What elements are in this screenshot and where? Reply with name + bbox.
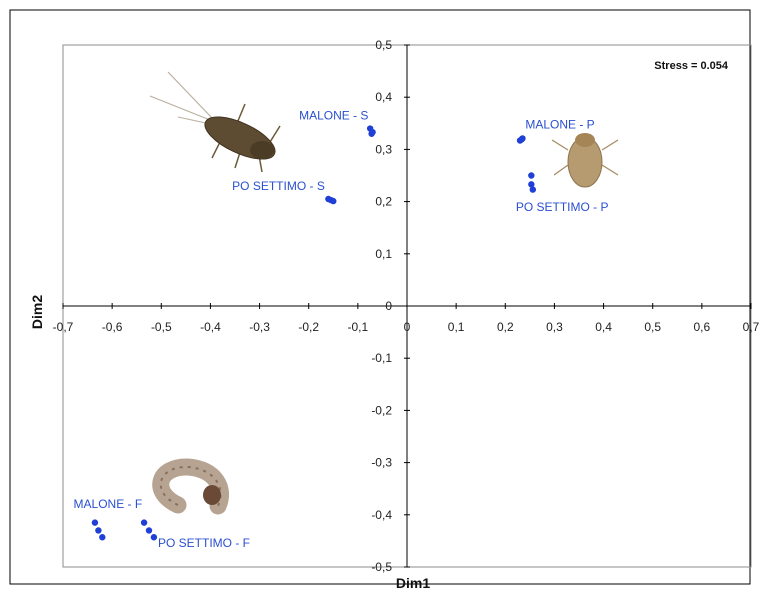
y-tick-label: 0,4 xyxy=(375,90,392,104)
data-point xyxy=(91,519,99,526)
x-tick-labels: -0,7 -0,6 -0,5 -0,4 -0,3 -0,2 -0,1 0 0,1 0,2 0,3 0,… xyxy=(53,303,760,334)
x-tick-label: -0,1 xyxy=(348,320,369,334)
y-tick-label: 0,5 xyxy=(375,38,392,52)
x-tick-label: -0,4 xyxy=(200,320,221,334)
data-point xyxy=(528,172,535,179)
y-tick-label: -0,5 xyxy=(371,560,392,574)
x-tick-label: 0,2 xyxy=(497,320,514,334)
group-label: MALONE - F xyxy=(74,497,143,511)
y-tick-label: 0,1 xyxy=(375,247,392,261)
group-label: PO SETTIMO - F xyxy=(158,536,250,550)
stonefly-nymph-icon xyxy=(149,71,281,173)
x-tick-label: -0,3 xyxy=(249,320,270,334)
y-tick-label: -0,2 xyxy=(371,403,392,417)
y-tick-labels: 0,5 0,4 0,3 0,2 0,1 0 -0,1 -0,2 -0,3 -0,4 -0,5 xyxy=(371,38,410,574)
data-point xyxy=(519,135,526,142)
data-point xyxy=(145,527,153,534)
data-point xyxy=(330,197,337,205)
data-point xyxy=(95,527,102,534)
y-tick-label: 0 xyxy=(385,299,392,313)
x-tick-label: 0,4 xyxy=(595,320,612,334)
y-tick-label: 0,2 xyxy=(375,195,392,209)
data-point xyxy=(529,186,537,193)
x-tick-label: 0,6 xyxy=(694,320,711,334)
data-point xyxy=(369,128,376,136)
x-tick-label: -0,2 xyxy=(298,320,319,334)
y-tick-label: -0,4 xyxy=(371,508,392,522)
group-labels: MALONE - S PO SETTIMO - S MALONE - P PO SET… xyxy=(74,108,609,550)
y-tick-label: 0,3 xyxy=(375,142,392,156)
caddisfly-larva-icon xyxy=(152,458,230,515)
data-points xyxy=(91,125,537,541)
group-label: PO SETTIMO - P xyxy=(516,200,609,214)
data-point xyxy=(99,534,106,541)
outer-frame xyxy=(9,9,751,585)
mayfly-nymph-icon xyxy=(551,133,619,188)
stress-annotation: Stress = 0.054 xyxy=(654,60,729,72)
group-label: PO SETTIMO - S xyxy=(232,179,325,193)
x-tick-label: 0,5 xyxy=(644,320,661,334)
x-tick-label: 0,7 xyxy=(743,320,760,334)
x-axis-title: Dim1 xyxy=(396,575,430,591)
group-label: MALONE - P xyxy=(525,117,594,131)
x-tick-label: 0 xyxy=(404,320,411,334)
x-tick-label: -0,7 xyxy=(53,320,74,334)
data-point xyxy=(528,181,535,188)
y-tick-label: -0,3 xyxy=(371,456,392,470)
y-axis-title: Dim2 xyxy=(29,295,45,329)
y-tick-label: -0,1 xyxy=(371,351,392,365)
x-tick-label: 0,1 xyxy=(448,320,465,334)
x-tick-label: 0,3 xyxy=(546,320,563,334)
data-point xyxy=(140,519,148,526)
group-label: MALONE - S xyxy=(299,108,368,122)
x-tick-label: -0,6 xyxy=(102,320,123,334)
x-tick-label: -0,5 xyxy=(151,320,172,334)
data-point xyxy=(150,534,158,541)
